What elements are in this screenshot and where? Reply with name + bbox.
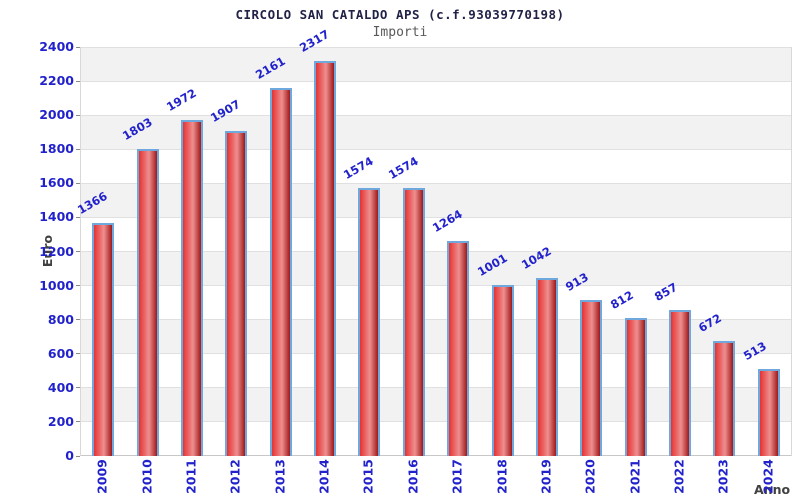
bar <box>535 278 558 456</box>
plot-area: 1366 1803 1972 1907 2161 2317 1574 1574 1264 1001… <box>75 27 792 456</box>
chart-title: CIRCOLO SAN CATALDO APS (c.f.93039770198… <box>235 7 565 22</box>
bar <box>314 61 337 456</box>
x-tick-label: 2014 <box>316 459 332 494</box>
gridline <box>81 114 791 116</box>
bar <box>358 187 381 456</box>
y-tick-mark <box>76 182 80 184</box>
gridline <box>81 182 791 184</box>
x-tick-label: 2013 <box>272 459 288 494</box>
x-axis-title: Anno <box>754 482 791 497</box>
x-tick-label: 2019 <box>538 459 554 494</box>
bar <box>713 341 736 456</box>
x-tick-label: 2015 <box>360 459 376 494</box>
y-tick-mark <box>76 148 80 150</box>
gridline <box>81 148 791 150</box>
x-tick-label: 2020 <box>582 459 598 494</box>
gridline <box>81 285 791 287</box>
y-tick-label: 400 <box>47 379 74 395</box>
y-tick-mark <box>76 46 80 48</box>
bar <box>580 300 603 456</box>
x-tick-label: 2021 <box>627 459 643 494</box>
bar <box>624 317 647 456</box>
y-tick-label: 800 <box>47 311 74 327</box>
x-tick-label: 2024 <box>760 459 776 494</box>
x-tick-label: 2022 <box>671 459 687 494</box>
y-tick-mark <box>76 353 80 355</box>
gridline <box>81 251 791 252</box>
x-tick-label: 2011 <box>183 459 199 494</box>
x-tick-label: 2009 <box>94 459 110 494</box>
gridline <box>81 216 791 218</box>
y-tick-label: 1800 <box>39 141 74 157</box>
y-tick-mark <box>76 319 80 321</box>
gridline <box>81 421 791 423</box>
gridline <box>81 319 791 321</box>
y-tick-label: 200 <box>47 413 74 429</box>
bar <box>92 223 115 456</box>
bar <box>180 119 203 456</box>
chart-subtitle: Importi <box>372 25 428 40</box>
y-tick-mark <box>76 251 80 252</box>
x-tick-label: 2017 <box>449 459 465 494</box>
y-tick-label: 2000 <box>39 107 74 123</box>
y-tick-label: 1600 <box>39 175 74 191</box>
plot-band <box>81 47 791 82</box>
y-tick-mark <box>76 455 80 457</box>
y-tick-label: 2200 <box>39 73 74 89</box>
gridline <box>81 46 791 48</box>
y-tick-mark <box>76 114 80 116</box>
bar <box>757 368 780 456</box>
y-tick-mark <box>76 80 80 82</box>
x-tick-label: 2023 <box>715 459 731 494</box>
plot-band <box>81 81 791 116</box>
x-tick-label: 2010 <box>139 459 155 494</box>
x-tick-label: 2018 <box>494 459 510 494</box>
x-tick-label: 2016 <box>405 459 421 494</box>
bar <box>447 240 470 456</box>
x-axis-line <box>81 455 791 456</box>
y-tick-label: 2400 <box>39 39 74 54</box>
y-tick-mark <box>76 216 80 218</box>
bar <box>402 187 425 456</box>
y-tick-mark <box>76 421 80 423</box>
gridline <box>81 353 791 355</box>
bar <box>491 285 514 456</box>
bar <box>136 148 159 456</box>
y-tick-mark <box>76 285 80 287</box>
x-tick-label: 2012 <box>227 459 243 494</box>
y-tick-label: 1400 <box>39 209 74 225</box>
gridline <box>81 387 791 389</box>
y-tick-label: 1000 <box>39 277 74 293</box>
gridline <box>81 80 791 82</box>
y-tick-mark <box>76 387 80 389</box>
y-tick-label: 1200 <box>39 243 74 259</box>
bar <box>225 131 248 456</box>
y-tick-label: 0 <box>65 448 74 463</box>
y-tick-label: 600 <box>47 345 74 361</box>
bar <box>269 87 292 456</box>
bar <box>669 309 692 456</box>
